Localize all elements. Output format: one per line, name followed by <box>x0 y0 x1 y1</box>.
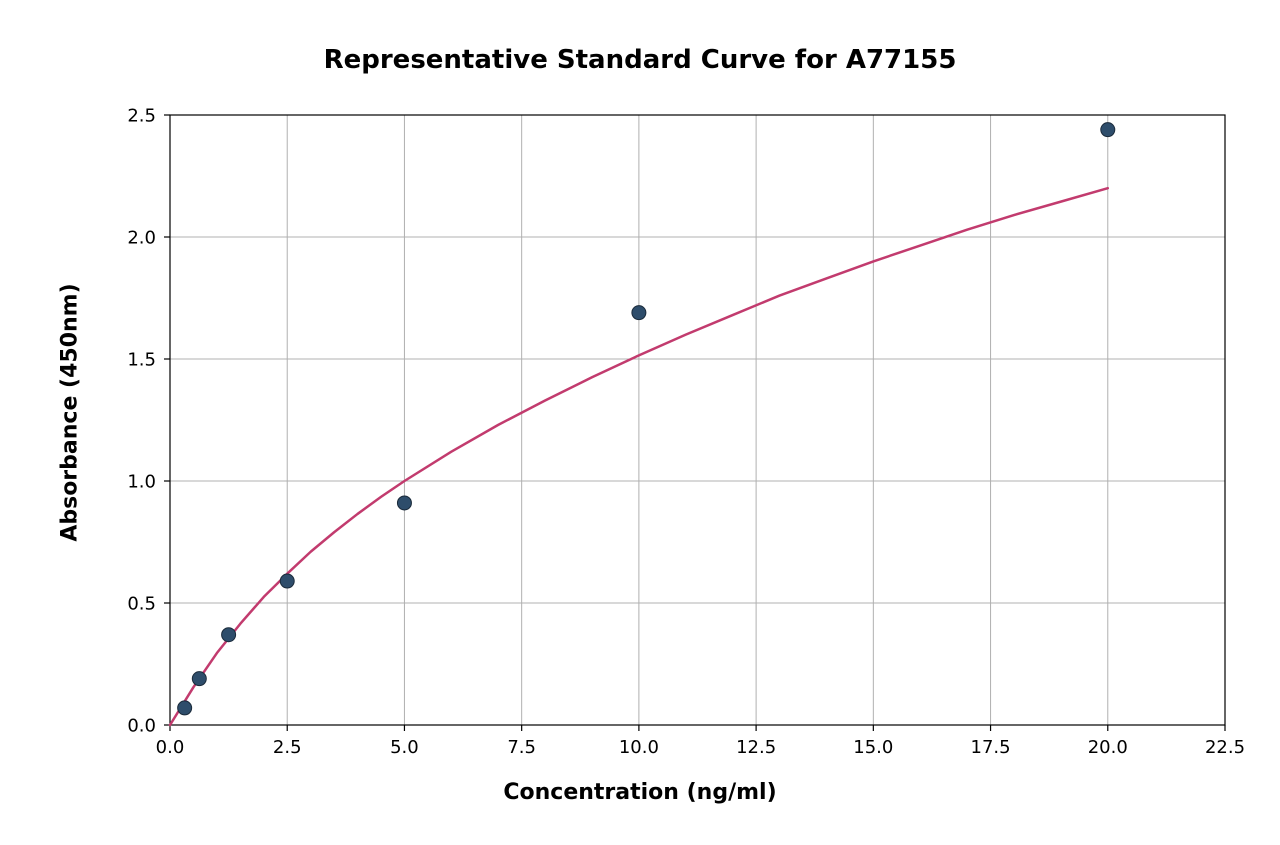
x-tick-label: 15.0 <box>853 737 893 758</box>
y-tick-label: 0.5 <box>127 593 156 614</box>
data-point <box>280 574 294 588</box>
y-tick-label: 1.5 <box>127 349 156 370</box>
data-point <box>397 496 411 510</box>
x-tick-label: 17.5 <box>971 737 1011 758</box>
y-tick-label: 0.0 <box>127 715 156 736</box>
x-tick-label: 5.0 <box>390 737 419 758</box>
y-tick-label: 2.5 <box>127 105 156 126</box>
y-tick-label: 2.0 <box>127 227 156 248</box>
data-point <box>222 628 236 642</box>
chart-container: Representative Standard Curve for A77155… <box>0 0 1280 845</box>
x-tick-label: 2.5 <box>273 737 302 758</box>
chart-svg: 0.0 2.5 5.0 7.5 10.0 12.5 15.0 17.5 20.0 22.5 0.0 0… <box>0 0 1280 845</box>
x-tick-label: 0.0 <box>156 737 185 758</box>
plot-area <box>170 115 1225 725</box>
x-tick-label: 20.0 <box>1088 737 1128 758</box>
x-tick-label: 22.5 <box>1205 737 1245 758</box>
data-point <box>1101 123 1115 137</box>
data-point <box>192 672 206 686</box>
x-tick-label: 7.5 <box>507 737 536 758</box>
x-tick-label: 10.0 <box>619 737 659 758</box>
x-tick-label: 12.5 <box>736 737 776 758</box>
y-tick-label: 1.0 <box>127 471 156 492</box>
data-point <box>632 306 646 320</box>
data-point <box>178 701 192 715</box>
